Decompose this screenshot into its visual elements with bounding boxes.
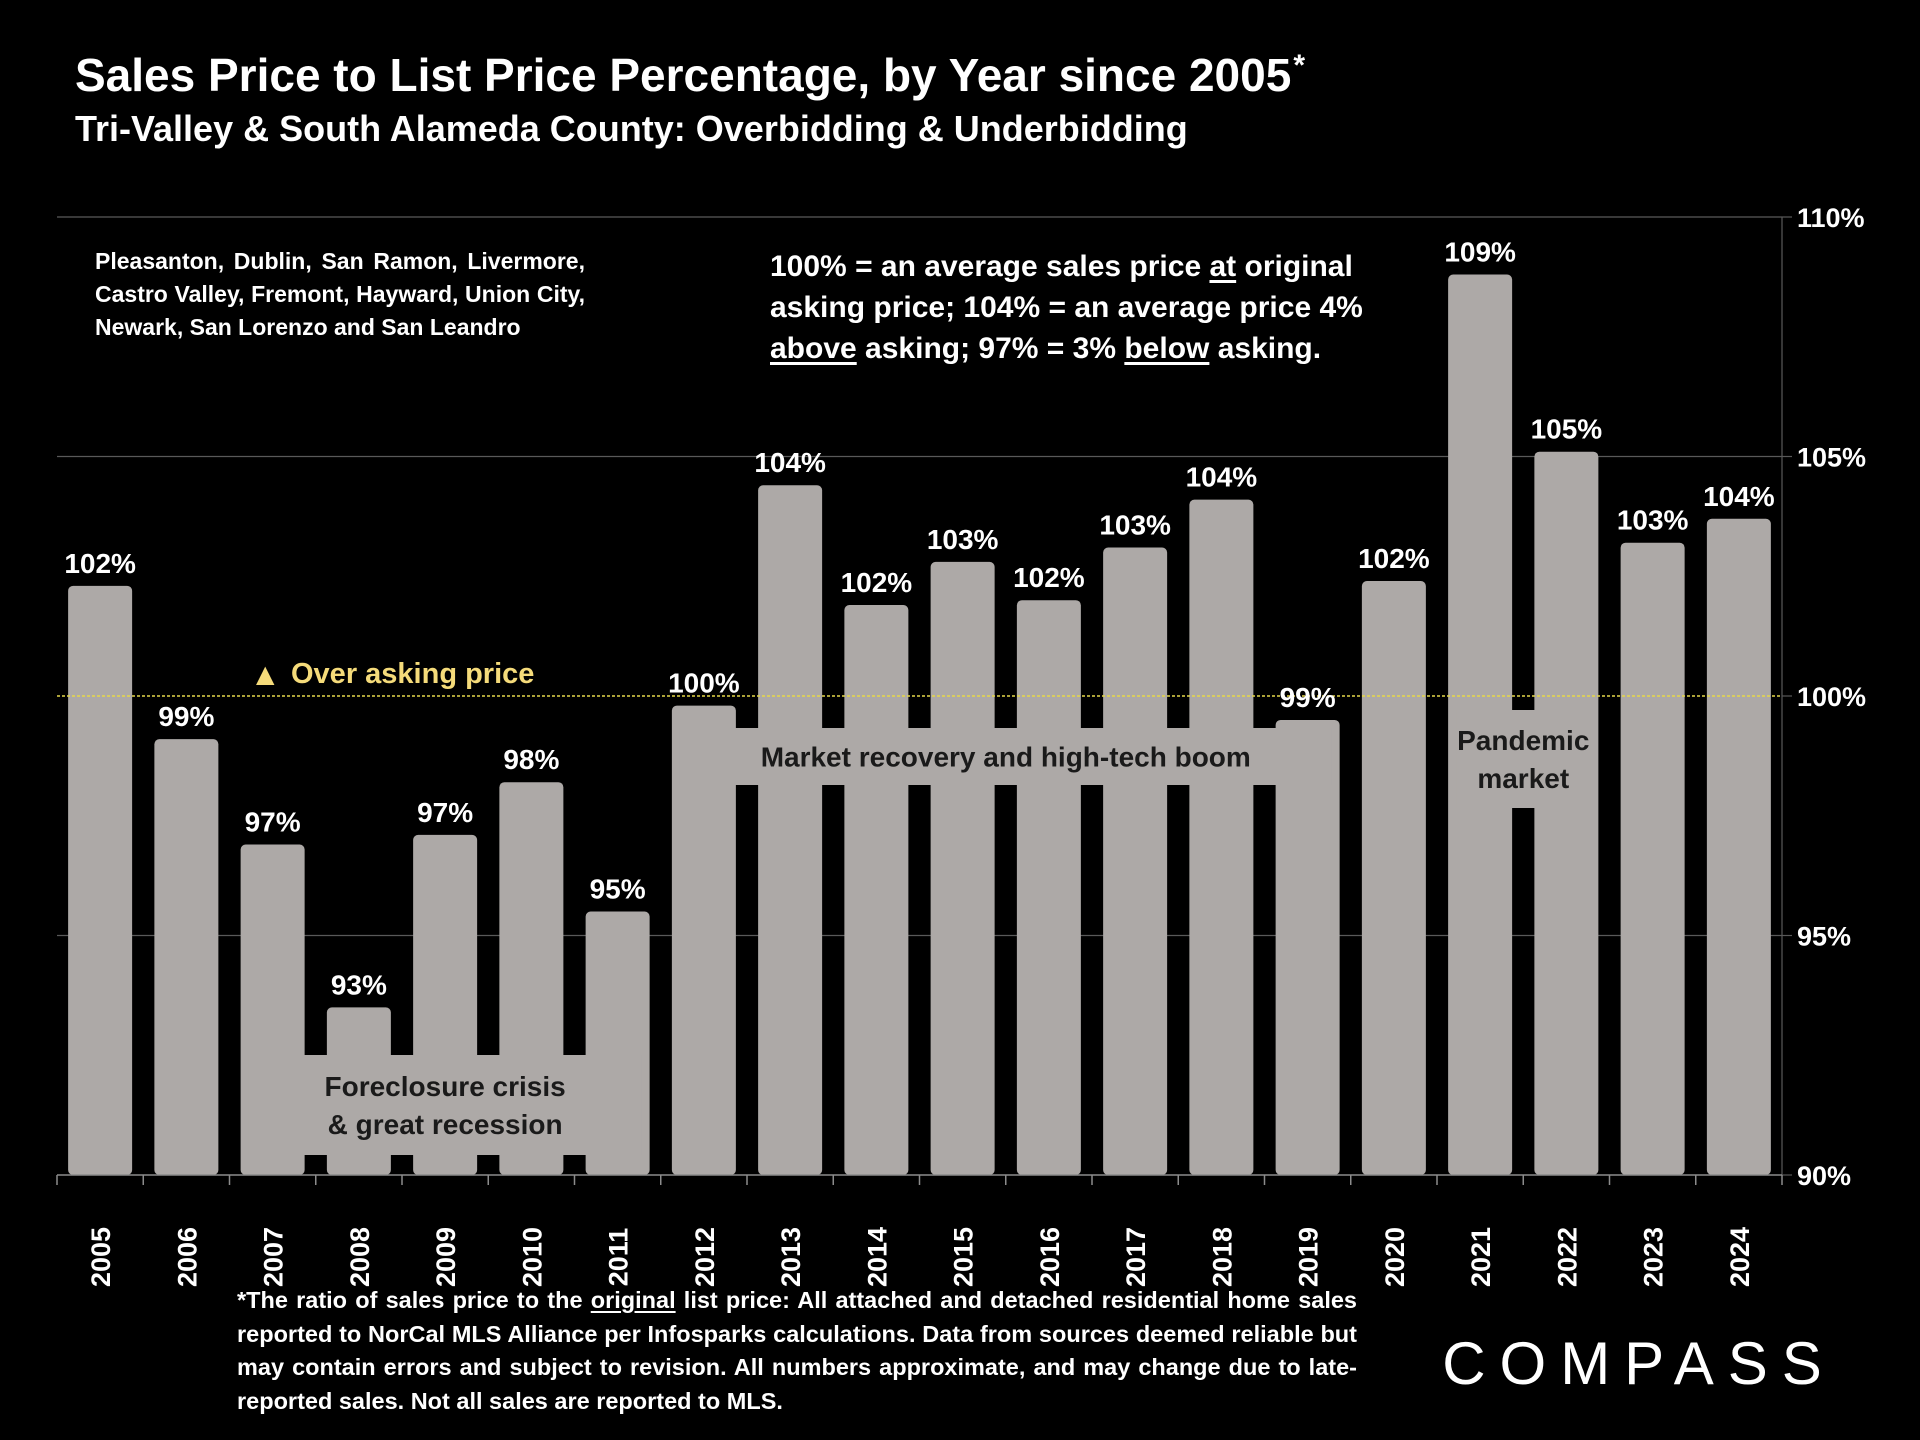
y-tick-label: 100% [1797,682,1866,712]
data-label: 97% [245,806,301,837]
data-label: 99% [1280,682,1336,713]
bar-2023 [1620,542,1685,1175]
bar-2017 [1103,547,1168,1175]
chart-title-text: Sales Price to List Price Percentage, by… [75,49,1292,101]
bar-2019 [1275,719,1340,1175]
bar-2005 [68,585,133,1175]
x-tick-label: 2015 [949,1227,979,1287]
data-label: 105% [1531,414,1603,445]
data-label: 103% [1617,505,1689,536]
reference-marker-icon: ▲ [256,660,275,688]
y-tick-label: 95% [1797,922,1851,952]
x-tick-label: 2020 [1380,1227,1410,1287]
x-tick-label: 2013 [776,1227,806,1287]
x-tick-label: 2009 [431,1227,461,1287]
title-asterisk: * [1293,48,1305,82]
data-label: 104% [1703,481,1775,512]
data-label: 103% [1099,510,1171,541]
data-label: 95% [590,874,646,905]
bar-2016 [1016,600,1081,1175]
y-tick-label: 110% [1797,203,1865,233]
explanation-note: 100% = an average sales price at origina… [770,246,1370,369]
annotation-box [248,1055,642,1155]
data-label: 109% [1444,236,1516,267]
data-label: 93% [331,969,387,1000]
explanation-text: 100% = an average sales price [770,250,1210,283]
x-tick-label: 2019 [1294,1227,1324,1287]
bar-2024 [1706,518,1771,1175]
compass-logo: COMPASS [1434,1328,1844,1398]
bar-2020 [1361,581,1426,1175]
annotation-label: & great recession [328,1109,563,1140]
bar-2022 [1534,451,1599,1176]
data-label: 100% [668,668,740,699]
explanation-text: asking. [1209,332,1322,365]
x-tick-label: 2010 [517,1227,547,1287]
data-label: 102% [1358,543,1430,574]
x-tick-label: 2008 [345,1227,375,1287]
explanation-text: asking; 97% = 3% [856,332,1125,365]
footnote-underline-original: original [590,1287,676,1313]
annotation-label: Market recovery and high-tech boom [761,742,1251,773]
data-label: 104% [1186,462,1258,493]
x-tick-label: 2005 [86,1227,116,1287]
x-tick-label: 2017 [1121,1227,1151,1287]
y-tick-label: 105% [1797,443,1866,473]
x-tick-label: 2018 [1207,1227,1237,1287]
x-tick-label: 2021 [1466,1227,1496,1287]
data-label: 98% [503,744,559,775]
towns-note: Pleasanton, Dublin, San Ramon, Livermore… [95,248,585,340]
explanation-underline-below: below [1124,332,1210,365]
x-tick-label: 2011 [604,1228,634,1287]
data-label: 102% [64,548,136,579]
y-tick-label: 90% [1797,1161,1851,1191]
chart-title: Sales Price to List Price Percentage, by… [75,48,1305,102]
chart-subtitle: Tri-Valley & South Alameda County: Overb… [75,108,1188,149]
data-label: 99% [158,701,214,732]
x-tick-label: 2022 [1552,1227,1582,1287]
compass-logo-mark: COMPASS [1442,1330,1836,1397]
x-tick-label: 2024 [1725,1227,1755,1287]
footnote: *The ratio of sales price to the origina… [237,1284,1357,1418]
data-label: 97% [417,797,473,828]
bar-2013 [758,485,823,1175]
bar-2014 [844,604,909,1175]
x-tick-label: 2006 [172,1227,202,1287]
x-tick-label: 2014 [862,1227,892,1287]
data-label: 103% [927,524,999,555]
footnote-text: *The ratio of sales price to the [237,1287,591,1313]
bar-2015 [930,561,995,1175]
data-label: 102% [1013,562,1085,593]
explanation-underline-at: at [1209,250,1237,283]
bar-2012 [671,705,736,1175]
bar-2006 [154,739,219,1175]
reference-label: Over asking price [291,658,534,690]
annotation-label: Pandemic [1457,725,1589,756]
annotation-box [1456,710,1591,808]
bar-2018 [1189,499,1254,1175]
annotation-label: Foreclosure crisis [325,1071,566,1102]
compass-logo-text: COMPASS [1442,1330,1836,1397]
data-label: 104% [754,447,826,478]
footnote-text: list price: All attached and detached re… [237,1287,1357,1414]
explanation-underline-above: above [770,332,857,365]
x-tick-label: 2016 [1035,1227,1065,1287]
explanation-text: original asking price; 104% = an average… [770,250,1363,324]
annotation-box [679,728,1332,785]
data-label: 102% [841,567,913,598]
x-tick-label: 2023 [1639,1227,1669,1287]
x-tick-label: 2012 [690,1227,720,1287]
annotation-label: market [1477,763,1569,794]
x-tick-label: 2007 [259,1227,289,1287]
